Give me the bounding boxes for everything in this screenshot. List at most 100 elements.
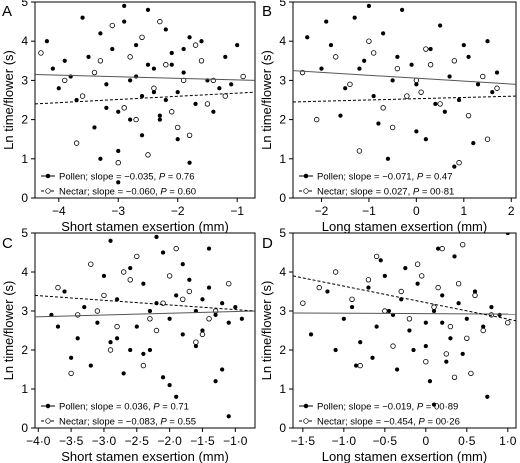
pollen-point [444,359,449,364]
pollen-point [352,15,357,20]
pollen-point [233,304,238,310]
nectar-point [435,284,441,291]
pollen-point [174,394,179,399]
pollen-point [50,66,55,71]
nectar-point [443,200,448,205]
pollen-point [423,137,429,142]
pollen-point [452,164,457,169]
pollen-point [127,78,133,83]
x-tick-label: −4·0 [26,434,51,448]
nectar-point [97,58,104,64]
nectar-point [186,288,193,295]
pollen-point [461,42,466,48]
x-tick-label: −0·5 [373,434,398,448]
pollen-point [305,35,310,40]
legend: Pollen; slope = −0.019, P = 00·89 Nectar;… [299,402,460,428]
pollen-point [485,394,490,399]
nectar-point [314,116,320,123]
y-axis-label: Ln time/flower (s) [1,50,16,150]
legend-marker [303,173,309,179]
nectar-point [413,77,420,84]
nectar-point [398,288,404,295]
pollen-point [464,316,469,321]
pollen-point [86,54,91,60]
pollen-point [328,42,334,48]
y-tick-label: 2 [279,113,286,127]
nectar-point [115,160,121,166]
nectar-point [406,316,413,322]
pollen-point [395,54,400,60]
series-pollen [44,3,240,185]
pollen-point [452,254,457,259]
pollen-point [343,86,348,91]
pollen-point [366,285,371,290]
x-tick-label: 1·0 [499,434,517,448]
legend: Pollen; slope = −0.035, P = 0.76 Nectar; … [41,172,196,198]
pollen-point [128,265,133,271]
nectar-point [394,65,401,72]
nectar-point [151,85,157,91]
pollen-point [366,3,372,9]
pollen-point [378,258,383,263]
panel-letter: C [2,235,13,252]
series-pollen [308,233,510,407]
nectar-point [316,284,322,291]
pollen-point [160,250,166,255]
pollen-point [206,285,212,290]
pollen-point [98,31,103,36]
pollen-point [374,324,379,329]
nectar-point [427,62,434,68]
nectar-point [120,269,127,275]
nectar-point [370,50,377,56]
pollen-point [154,301,159,306]
pollen-point [104,105,109,110]
legend-marker [303,403,309,409]
plot-frame [292,232,517,429]
pollen-point [157,117,163,122]
pollen-point [229,82,234,87]
nectar-point [380,105,386,111]
nectar-point [332,269,339,275]
pollen-point [437,23,443,28]
nectar-point [418,89,424,95]
y-tick-label: 3 [21,304,28,318]
nectar-point [199,331,206,338]
pollen-point [157,113,163,118]
series-pollen [49,234,245,419]
pollen-point [440,320,445,325]
pollen-point [127,117,133,122]
pollen-point [92,125,97,130]
nectar-point [193,339,199,345]
pollen-point [122,3,127,9]
nectar-point [472,292,478,299]
pollen-point [82,304,87,310]
pollen-point [101,273,107,279]
x-tick-label: −3 [111,204,125,218]
pollen-point [409,62,414,67]
y-tick-label: 3 [279,73,286,87]
nectar-point [382,308,388,314]
legend-entry-nectar: Nectar; slope = −0.060, P = 0.60 [59,187,196,198]
x-tick-label: −3·0 [92,434,117,448]
pollen-point [308,332,314,337]
x-axis-label: Short stamen exsertion (mm) [61,219,229,234]
legend: Pollen; slope = −0.071, P = 0.47 Nectar; … [299,172,454,198]
pollen-point [220,367,225,372]
panel-b: B −2 −1 0 1 2 0 1 2 3 4 5 Long stamen exsertion (mm)… [259,0,517,234]
pollen-point [68,355,74,360]
y-tick-label: 5 [21,226,28,240]
nectar-point [147,316,153,322]
pollen-point [116,109,121,114]
panel-c: C −4·0 −3·5 −3·0 −2·5 −2·0 −1·5 −1·0 0 1 2 3 4 5 Short… [1,226,256,463]
pollen-point [403,265,408,271]
pollen-point [428,46,433,52]
nectar-point [439,245,445,252]
pollen-point [108,340,113,345]
pollen-point [386,308,392,314]
nectar-point [192,42,199,48]
pollen-point [75,336,80,341]
y-tick-label: 0 [279,421,286,435]
x-axis-label: Short stamen exsertion (mm) [61,449,229,463]
pollen-point [324,19,329,24]
pollen-point [147,347,153,353]
